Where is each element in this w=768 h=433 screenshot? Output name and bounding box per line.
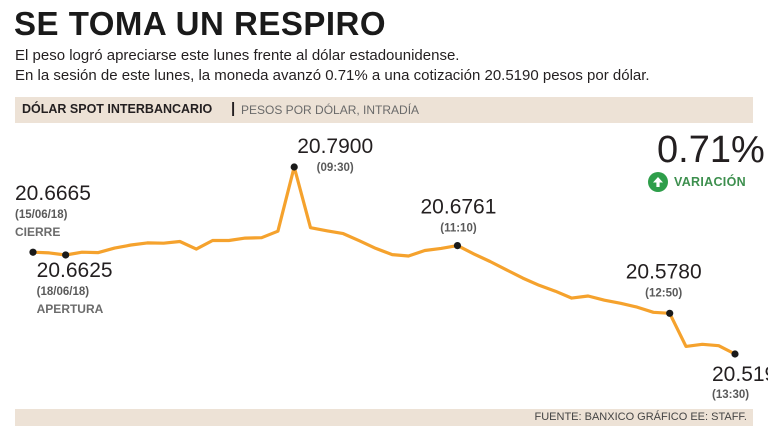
data-label-time: (15/06/18): [15, 209, 68, 221]
chart-title-separator: |: [231, 100, 236, 117]
data-label-time: (11:10): [440, 223, 477, 235]
data-label-value: 20.5780: [626, 260, 702, 283]
data-label-value: 20.6761: [421, 196, 497, 219]
data-point-marker: [731, 350, 739, 358]
data-point-marker: [666, 309, 674, 317]
arrow-up-icon: [648, 172, 668, 192]
data-point-marker: [290, 163, 298, 171]
chart-title: DÓLAR SPOT INTERBANCARIO: [22, 102, 213, 116]
data-label-tag: APERTURA: [37, 302, 104, 316]
data-label-value: 20.5190: [712, 363, 768, 386]
chart-header-band: DÓLAR SPOT INTERBANCARIO | PESOS POR DÓL…: [15, 97, 753, 123]
subtitle-line-1: El peso logró apreciarse este lunes fren…: [15, 47, 460, 64]
data-label-time: (09:30): [317, 162, 354, 174]
data-point-marker: [62, 251, 70, 259]
variation-label: VARIACIÓN: [674, 175, 746, 189]
data-point-marker: [29, 248, 37, 256]
series-line: [31, 165, 737, 356]
data-label-value: 20.6665: [15, 182, 91, 205]
data-point-marker: [453, 241, 462, 250]
data-label-time: (13:30): [712, 389, 749, 401]
data-label-tag: CIERRE: [15, 225, 60, 239]
source-band: FUENTE: BANXICO GRÁFICO EE: STAFF.: [15, 409, 753, 426]
source-credit: FUENTE: BANXICO GRÁFICO EE: STAFF.: [534, 411, 748, 423]
variation-indicator: VARIACIÓN: [648, 172, 746, 192]
variation-value: 0.71%: [657, 129, 765, 171]
data-label-time: (12:50): [645, 287, 682, 299]
subtitle-line-2: En la sesión de este lunes, la moneda av…: [15, 67, 650, 84]
data-label-value: 20.7900: [297, 135, 373, 158]
data-label-value: 20.6625: [37, 259, 113, 282]
page-title: SE TOMA UN RESPIRO: [14, 5, 387, 42]
data-label-time: (18/06/18): [37, 286, 90, 298]
chart-units-label: PESOS POR DÓLAR, INTRADÍA: [241, 103, 420, 117]
